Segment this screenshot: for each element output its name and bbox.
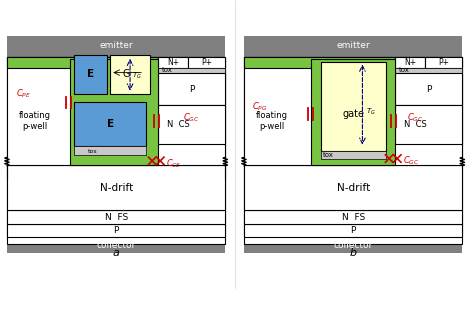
Text: P+: P+ xyxy=(201,58,212,67)
Bar xyxy=(158,57,188,68)
Bar xyxy=(158,73,225,105)
Text: $T_G$: $T_G$ xyxy=(132,71,142,81)
Text: G: G xyxy=(123,69,130,79)
Bar xyxy=(395,57,425,68)
Text: N-drift: N-drift xyxy=(100,183,133,193)
Bar xyxy=(7,165,225,210)
Bar xyxy=(311,60,395,165)
Bar xyxy=(244,57,395,68)
Text: P: P xyxy=(189,85,194,94)
Text: tox: tox xyxy=(162,67,172,73)
Text: N+: N+ xyxy=(404,58,416,67)
Text: E: E xyxy=(87,69,94,79)
Bar xyxy=(395,105,462,144)
Bar xyxy=(244,36,462,57)
Text: floating
p-well: floating p-well xyxy=(19,111,51,131)
Bar xyxy=(320,62,386,151)
Text: $C_{GC}$: $C_{GC}$ xyxy=(407,111,423,124)
Bar xyxy=(244,165,462,210)
Text: b: b xyxy=(349,248,357,258)
Text: P: P xyxy=(350,226,356,235)
Text: emitter: emitter xyxy=(337,41,370,50)
Text: gate: gate xyxy=(342,109,364,119)
Bar xyxy=(244,57,462,165)
Text: $T_G$: $T_G$ xyxy=(366,107,376,117)
Bar xyxy=(395,73,462,105)
Text: $C_{PE}$: $C_{PE}$ xyxy=(16,88,31,100)
Text: collector: collector xyxy=(334,241,373,250)
Text: E: E xyxy=(107,119,114,129)
Bar xyxy=(70,60,158,165)
Text: N-drift: N-drift xyxy=(337,183,370,193)
Bar xyxy=(158,68,225,73)
Text: $C_{PG}$: $C_{PG}$ xyxy=(252,101,268,113)
Bar xyxy=(244,210,462,224)
Bar xyxy=(320,151,386,159)
Text: N  CS: N CS xyxy=(167,120,190,129)
Text: P+: P+ xyxy=(438,58,449,67)
Text: $C_{GC}$: $C_{GC}$ xyxy=(403,154,419,167)
Text: $C_{CE}$: $C_{CE}$ xyxy=(166,158,182,170)
Bar xyxy=(158,105,225,144)
Text: emitter: emitter xyxy=(100,41,133,50)
Text: collector: collector xyxy=(97,241,136,250)
Text: P: P xyxy=(426,85,431,94)
Text: tox: tox xyxy=(323,152,334,158)
Bar xyxy=(244,237,462,253)
Bar xyxy=(74,102,146,146)
Text: tos: tos xyxy=(88,149,98,154)
Bar xyxy=(7,237,225,253)
Bar xyxy=(7,210,225,224)
Bar xyxy=(244,224,462,237)
Bar xyxy=(7,57,225,165)
Text: floating
p-well: floating p-well xyxy=(256,111,288,131)
Bar xyxy=(188,57,225,68)
Bar xyxy=(7,57,225,244)
Bar xyxy=(74,55,107,94)
Bar xyxy=(74,146,146,155)
Bar xyxy=(425,57,462,68)
Text: N+: N+ xyxy=(167,58,179,67)
Text: $C_{GC}$: $C_{GC}$ xyxy=(183,111,200,124)
Bar xyxy=(395,68,462,73)
Text: N  FS: N FS xyxy=(341,213,365,222)
Text: tox: tox xyxy=(399,67,409,73)
Text: N  CS: N CS xyxy=(404,120,427,129)
Text: a: a xyxy=(113,248,119,258)
Bar xyxy=(7,224,225,237)
Text: P: P xyxy=(113,226,119,235)
Bar xyxy=(110,55,150,94)
Bar xyxy=(244,57,462,244)
Text: N  FS: N FS xyxy=(104,213,128,222)
Bar xyxy=(7,57,158,68)
Bar xyxy=(7,36,225,57)
